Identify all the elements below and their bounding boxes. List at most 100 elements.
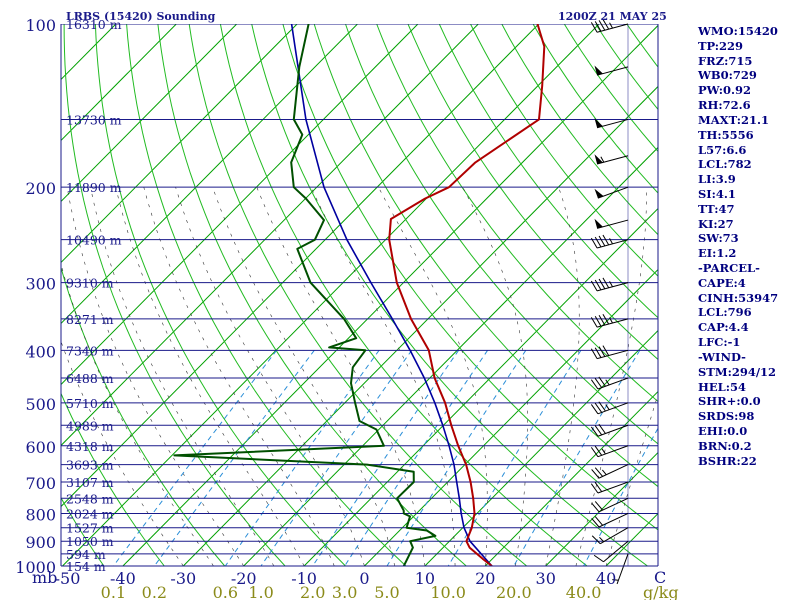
mixing-ratio-line [153,349,315,566]
wind-barb-staff [597,481,629,494]
sounding-indices-panel: WMO:15420 TP:229 FRZ:715 WB0:729 PW:0.92 RH:7… [698,24,798,468]
wind-barb-flag [594,218,603,229]
mixing-ratio-tick-label: 0.2 [142,583,167,600]
pressure-tick-label: 200 [25,179,56,198]
dry-adiabat-line [313,24,658,488]
height-label: 7340 m [66,343,114,358]
sounding-index-item: L57:6.6 [698,142,747,157]
dry-adiabat-line [94,24,346,566]
wind-barb-full [590,447,599,457]
wind-barb-staff [596,282,629,292]
wind-barb-full [594,21,602,32]
wind-barb [591,513,629,528]
moist-adiabat-line [115,187,305,566]
temperature-tick-label: 40 [596,569,616,588]
sounding-index-item: -WIND- [698,349,746,364]
wind-barb [590,234,629,249]
moist-adiabat-line [545,187,580,566]
wind-barb [590,401,629,415]
sounding-index-item: SW:73 [698,231,739,246]
mixing-ratio-line [513,350,641,566]
wind-barb-staff [598,497,629,513]
wind-barb-staff [597,377,629,390]
wind-barb-full [593,554,604,563]
pressure-unit-label: mb [32,568,57,587]
wind-barb-full [590,317,598,328]
wind-barb-half [601,469,607,476]
mixing-ratio-line [344,350,489,566]
dewpoint-trace [173,24,437,566]
dry-adiabat-line [532,24,658,194]
moist-adiabat-line [143,187,335,566]
mixing-ratio-line [224,350,380,566]
wind-barb-staff [598,464,629,479]
height-label: 6488 m [66,371,114,386]
wind-barb-half [601,448,606,455]
pressure-tick-label: 600 [25,438,56,457]
wind-barb-staff [616,553,629,585]
isotherm-line [424,329,658,566]
isotherm-line [61,24,479,447]
wind-barb-full [590,22,598,33]
wind-barb-full [594,425,603,436]
height-label: 1050 m [66,534,114,549]
wind-barb-full [602,19,610,30]
sounding-index-item: -PARCEL- [698,261,760,275]
wind-barb [594,218,629,229]
dry-adiabat-line [63,24,286,566]
isotherm-line [303,207,658,566]
isotherm-line [61,24,238,203]
mixing-ratio-unit-label: g/kg [643,583,679,600]
sounding-index-item: WB0:729 [698,68,757,83]
mixing-ratio-tick-label: 0.1 [101,583,126,600]
height-label: 11890 m [66,180,122,195]
dry-adiabat-line [188,24,528,566]
wind-barb-full [594,516,604,526]
isotherm-line [364,268,658,566]
height-label: 3693 m [66,458,114,473]
wind-barb-full [602,313,610,325]
height-label: 10490 m [66,233,122,248]
wind-barb-full [594,378,603,388]
mixing-ratio-tick-label: 2.0 [300,583,325,600]
wind-barb-full [594,316,602,327]
wind-barb-full [594,445,603,456]
wind-barb-full [590,379,599,390]
sounding-index-item: BRN:0.2 [698,438,752,453]
dry-adiabat-line [501,24,658,236]
sounding-index-item: EI:1.2 [698,246,737,261]
sounding-index-item: SRDS:98 [698,409,755,424]
dry-adiabat-line [251,24,648,566]
mixing-ratio-tick-label: 20.0 [496,583,532,600]
wind-barb-staff [597,402,629,415]
isotherm-line [122,24,658,566]
dry-adiabat-line [61,266,226,566]
wind-barb-staff [598,513,629,528]
wind-barb-full [598,346,606,357]
wind-barb-full [590,280,598,292]
wind-barb-half [599,536,605,543]
mixing-ratio-line [312,350,460,566]
isotherm-line [545,451,658,566]
wind-barb-full [590,348,598,359]
wind-barb [594,154,629,165]
wind-barb-flag [594,154,603,164]
wind-barb [590,313,629,328]
wind-barb-full [594,482,603,492]
wind-barb-full [591,502,600,513]
wind-barb [591,527,629,545]
isotherm-line [61,24,419,386]
dry-adiabat-line [345,24,658,445]
height-label: 8271 m [66,312,114,327]
mixing-ratio-line [112,349,277,566]
wind-barb [590,19,629,33]
height-label: 5710 m [66,396,114,411]
height-label: 1527 m [66,521,114,536]
height-label: 16310 m [66,17,122,32]
wind-barb-full [594,279,602,291]
moist-adiabat-line [66,187,244,566]
wind-barb [594,65,629,76]
sounding-index-item: FRZ:715 [698,53,753,68]
isotherm-line [61,24,298,264]
